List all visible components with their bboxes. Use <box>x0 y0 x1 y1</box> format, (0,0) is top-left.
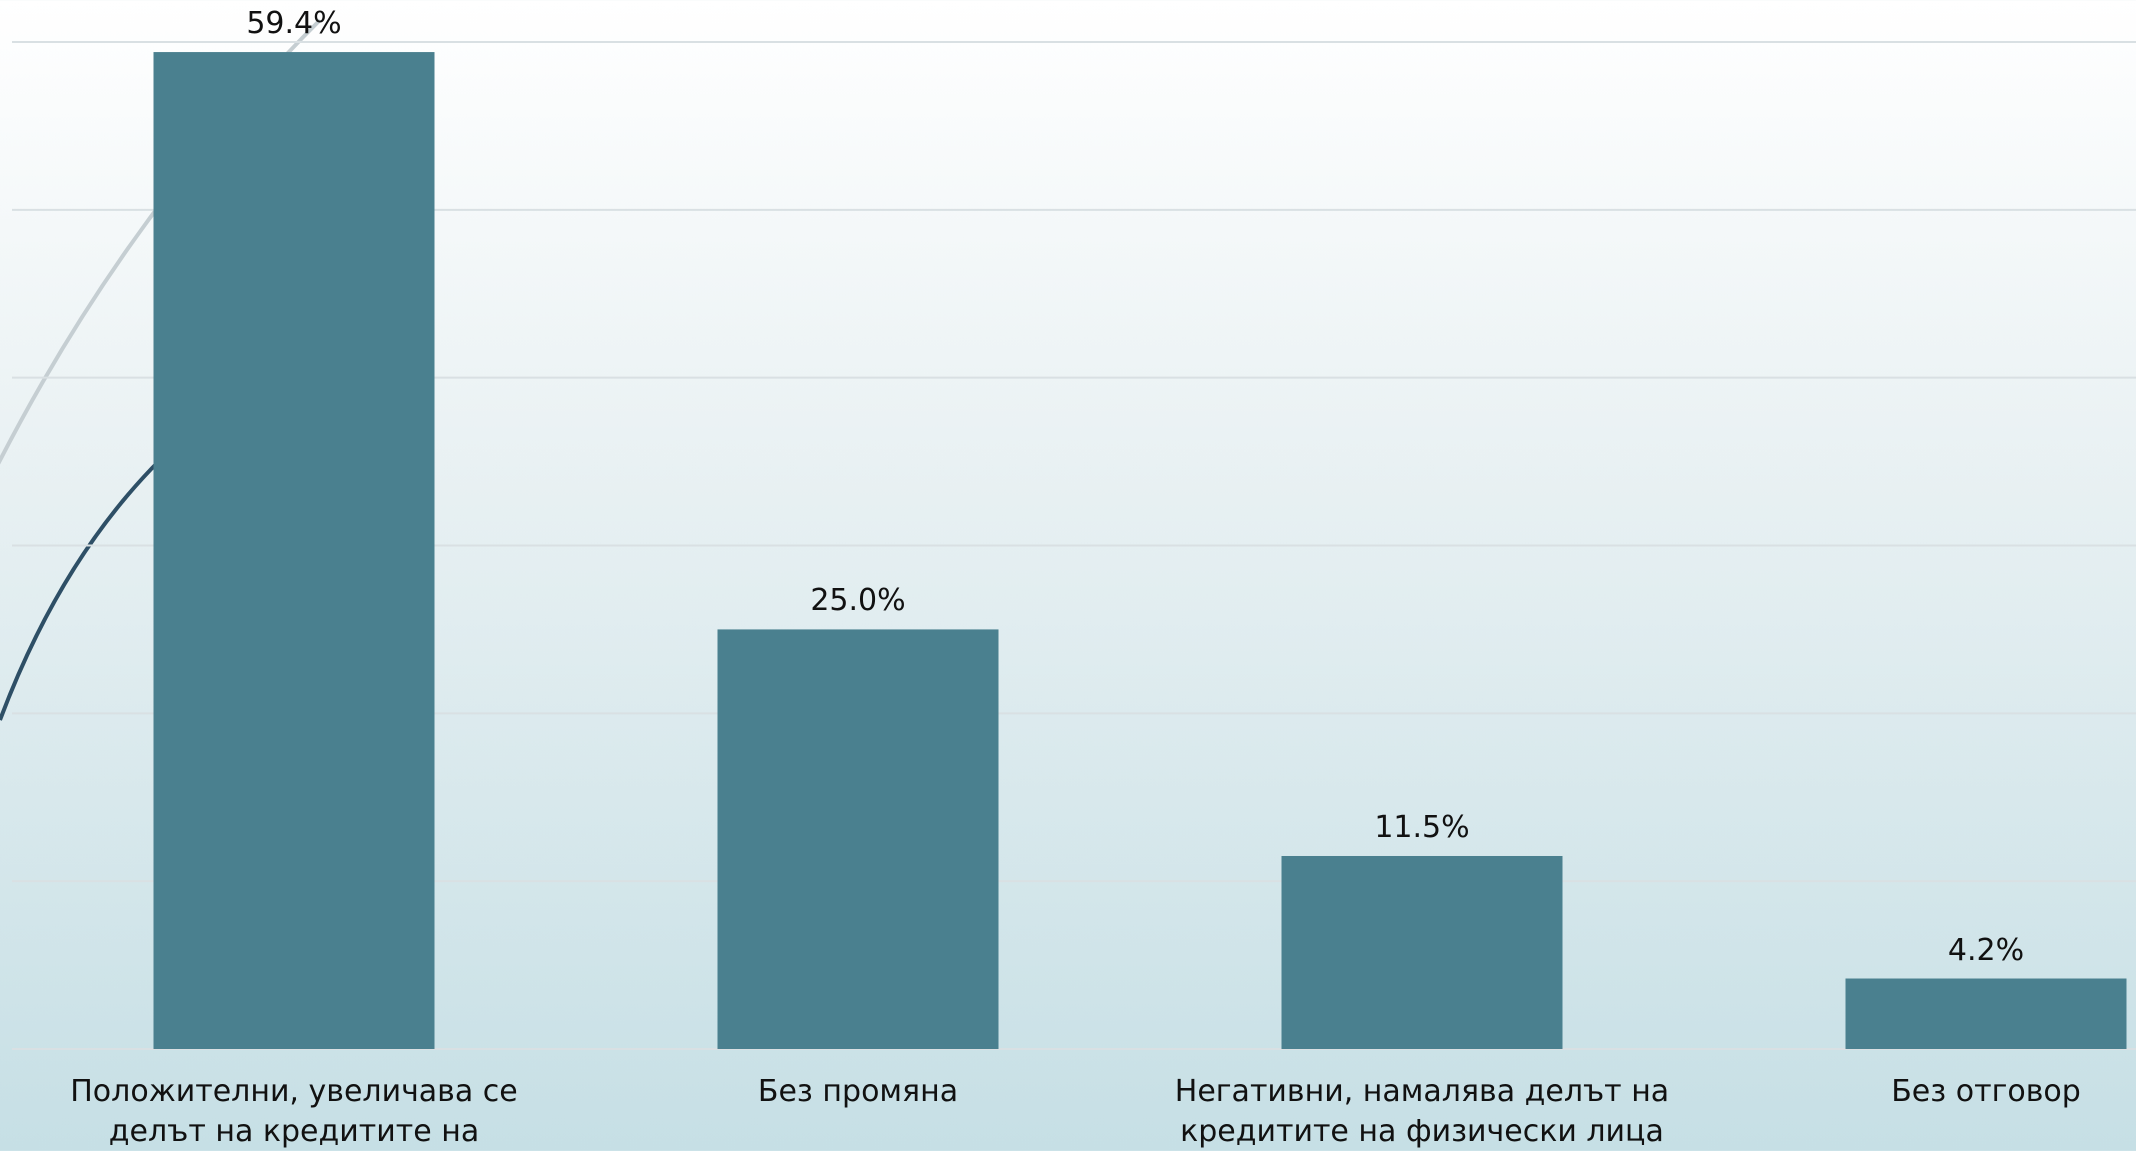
bar <box>153 52 435 1049</box>
value-label: 4.2% <box>1947 932 2025 968</box>
bar <box>1281 855 1563 1049</box>
value-label: 59.4% <box>246 6 342 42</box>
bar <box>717 629 999 1049</box>
x-tick-label: Без отговор <box>1891 1074 2081 1109</box>
value-label: 11.5% <box>1374 809 1470 845</box>
decor-arc <box>0 458 162 721</box>
x-tick-label: Положителни, увеличава се делът на креди… <box>70 1074 518 1149</box>
value-label: 25.0% <box>810 583 906 619</box>
x-tick-label: Без промяна <box>757 1074 959 1109</box>
bar <box>1845 978 2127 1049</box>
x-tick-label: Негативни, намалява делът на кредитите н… <box>1174 1074 1670 1149</box>
